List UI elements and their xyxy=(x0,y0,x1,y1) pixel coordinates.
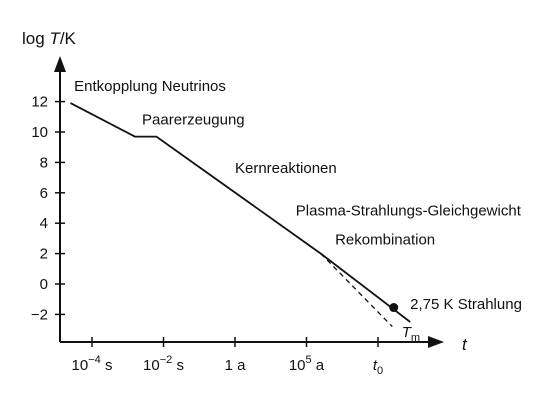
y-tick-label: 10 xyxy=(31,124,48,141)
annotation-label: Plasma-Strahlungs-Gleichgewicht xyxy=(296,203,522,220)
annotation-label: 2,75 K Strahlung xyxy=(410,296,522,313)
y-tick-label: 6 xyxy=(40,185,48,202)
x-tick-label: t0 xyxy=(373,357,383,377)
annotation-label: Entkopplung Neutrinos xyxy=(74,78,226,95)
annotation-label: Kernreaktionen xyxy=(235,160,337,177)
x-axis-label: t xyxy=(462,335,468,354)
temperature-line xyxy=(70,102,411,323)
y-tick-label: 12 xyxy=(31,94,48,111)
y-tick-label: 8 xyxy=(40,154,48,171)
annotation-layer: Entkopplung Neutrinos Paarerzeugung Kernre… xyxy=(74,78,522,344)
y-tick-label: −2 xyxy=(31,306,48,323)
x-tick-label: 1 a xyxy=(225,357,247,374)
y-axis-label: log T/K xyxy=(22,29,77,48)
x-tick-label: 105 a xyxy=(289,354,325,374)
ticks: 12 10 8 6 4 2 0 −2 10−4 s 10−2 s 1 a 105 a t0 xyxy=(31,94,383,377)
y-tick-label: 2 xyxy=(40,246,48,263)
x-tick-label: 10−2 s xyxy=(143,354,184,374)
tm-label: Tm xyxy=(402,324,420,344)
x-axis-arrow xyxy=(428,336,444,348)
axes xyxy=(54,56,444,348)
series-layer xyxy=(70,102,411,328)
x-tick-label: 10−4 s xyxy=(72,354,113,374)
y-tick-label: 0 xyxy=(40,276,48,293)
annotation-label: Paarerzeugung xyxy=(142,111,245,128)
y-tick-label: 4 xyxy=(40,215,48,232)
tm-dashed-line xyxy=(320,253,393,328)
y-axis-arrow xyxy=(54,56,66,72)
present-day-marker xyxy=(389,303,399,313)
annotation-label: Rekombination xyxy=(335,231,435,248)
